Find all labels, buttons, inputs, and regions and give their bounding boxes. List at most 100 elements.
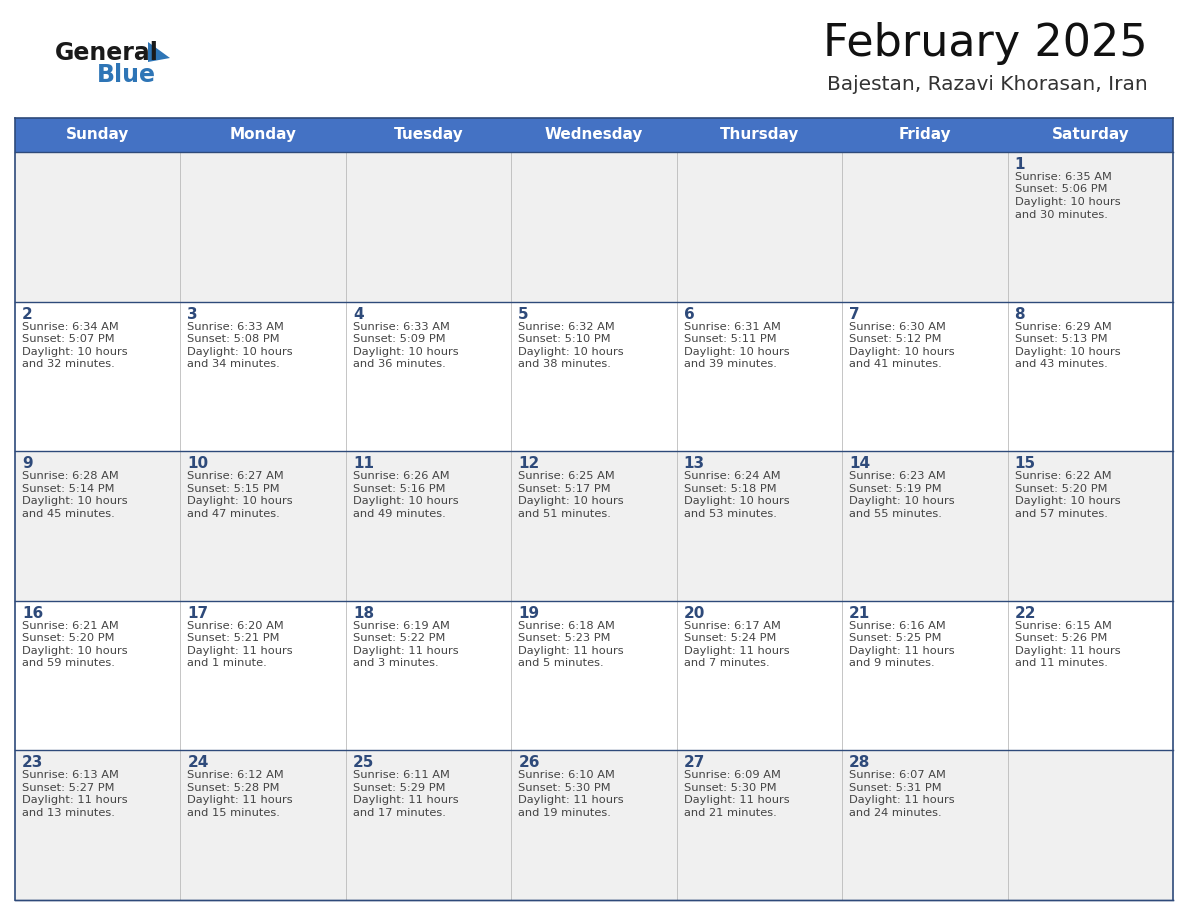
Text: Sunset: 5:27 PM: Sunset: 5:27 PM <box>23 783 114 793</box>
Text: 10: 10 <box>188 456 209 471</box>
Text: Sunrise: 6:10 AM: Sunrise: 6:10 AM <box>518 770 615 780</box>
Text: Daylight: 11 hours: Daylight: 11 hours <box>353 645 459 655</box>
Text: and 43 minutes.: and 43 minutes. <box>1015 359 1107 369</box>
Text: Daylight: 10 hours: Daylight: 10 hours <box>23 497 127 506</box>
Text: 4: 4 <box>353 307 364 321</box>
Text: and 39 minutes.: and 39 minutes. <box>684 359 777 369</box>
Text: Daylight: 11 hours: Daylight: 11 hours <box>684 645 789 655</box>
Text: Sunset: 5:22 PM: Sunset: 5:22 PM <box>353 633 446 644</box>
Text: Thursday: Thursday <box>720 128 800 142</box>
Text: and 9 minutes.: and 9 minutes. <box>849 658 935 668</box>
Text: Sunset: 5:14 PM: Sunset: 5:14 PM <box>23 484 114 494</box>
Text: and 41 minutes.: and 41 minutes. <box>849 359 942 369</box>
Text: 11: 11 <box>353 456 374 471</box>
Text: 17: 17 <box>188 606 209 621</box>
Text: Sunset: 5:25 PM: Sunset: 5:25 PM <box>849 633 942 644</box>
Text: Sunset: 5:26 PM: Sunset: 5:26 PM <box>1015 633 1107 644</box>
Text: Sunrise: 6:07 AM: Sunrise: 6:07 AM <box>849 770 946 780</box>
Text: Daylight: 10 hours: Daylight: 10 hours <box>518 497 624 506</box>
Bar <box>15 452 1173 600</box>
Text: Daylight: 10 hours: Daylight: 10 hours <box>353 497 459 506</box>
Text: Daylight: 10 hours: Daylight: 10 hours <box>518 347 624 356</box>
Text: Friday: Friday <box>898 128 952 142</box>
Text: 5: 5 <box>518 307 529 321</box>
Text: 15: 15 <box>1015 456 1036 471</box>
Text: Sunset: 5:16 PM: Sunset: 5:16 PM <box>353 484 446 494</box>
Text: and 36 minutes.: and 36 minutes. <box>353 359 446 369</box>
Text: 1: 1 <box>1015 157 1025 172</box>
Text: Daylight: 11 hours: Daylight: 11 hours <box>353 795 459 805</box>
Text: Sunset: 5:07 PM: Sunset: 5:07 PM <box>23 334 114 344</box>
Polygon shape <box>148 42 170 62</box>
Text: Sunrise: 6:24 AM: Sunrise: 6:24 AM <box>684 471 781 481</box>
Text: Sunrise: 6:11 AM: Sunrise: 6:11 AM <box>353 770 450 780</box>
Text: and 21 minutes.: and 21 minutes. <box>684 808 777 818</box>
Text: 19: 19 <box>518 606 539 621</box>
Text: General: General <box>55 41 159 65</box>
Text: and 5 minutes.: and 5 minutes. <box>518 658 604 668</box>
Text: Daylight: 10 hours: Daylight: 10 hours <box>684 497 789 506</box>
Text: Sunset: 5:30 PM: Sunset: 5:30 PM <box>518 783 611 793</box>
Text: Sunset: 5:12 PM: Sunset: 5:12 PM <box>849 334 942 344</box>
Text: Daylight: 10 hours: Daylight: 10 hours <box>1015 497 1120 506</box>
Text: Sunset: 5:29 PM: Sunset: 5:29 PM <box>353 783 446 793</box>
Text: Daylight: 11 hours: Daylight: 11 hours <box>518 795 624 805</box>
Text: and 45 minutes.: and 45 minutes. <box>23 509 115 519</box>
Text: Daylight: 11 hours: Daylight: 11 hours <box>849 795 955 805</box>
Text: Sunrise: 6:25 AM: Sunrise: 6:25 AM <box>518 471 615 481</box>
Text: and 11 minutes.: and 11 minutes. <box>1015 658 1107 668</box>
Text: Sunset: 5:28 PM: Sunset: 5:28 PM <box>188 783 280 793</box>
Text: Sunset: 5:18 PM: Sunset: 5:18 PM <box>684 484 776 494</box>
Text: Daylight: 11 hours: Daylight: 11 hours <box>684 795 789 805</box>
Bar <box>15 750 1173 900</box>
Text: 3: 3 <box>188 307 198 321</box>
Text: 12: 12 <box>518 456 539 471</box>
Text: Sunrise: 6:28 AM: Sunrise: 6:28 AM <box>23 471 119 481</box>
Text: and 15 minutes.: and 15 minutes. <box>188 808 280 818</box>
Text: and 47 minutes.: and 47 minutes. <box>188 509 280 519</box>
Text: Sunrise: 6:09 AM: Sunrise: 6:09 AM <box>684 770 781 780</box>
Text: Sunset: 5:11 PM: Sunset: 5:11 PM <box>684 334 776 344</box>
Text: Sunset: 5:17 PM: Sunset: 5:17 PM <box>518 484 611 494</box>
Text: and 34 minutes.: and 34 minutes. <box>188 359 280 369</box>
Text: Sunrise: 6:35 AM: Sunrise: 6:35 AM <box>1015 172 1112 182</box>
Text: Daylight: 10 hours: Daylight: 10 hours <box>849 497 955 506</box>
Text: 22: 22 <box>1015 606 1036 621</box>
Text: and 1 minute.: and 1 minute. <box>188 658 267 668</box>
Text: and 49 minutes.: and 49 minutes. <box>353 509 446 519</box>
Text: 14: 14 <box>849 456 871 471</box>
Text: Sunrise: 6:16 AM: Sunrise: 6:16 AM <box>849 621 946 631</box>
Text: and 30 minutes.: and 30 minutes. <box>1015 209 1107 219</box>
Text: Sunrise: 6:13 AM: Sunrise: 6:13 AM <box>23 770 119 780</box>
Text: Sunrise: 6:27 AM: Sunrise: 6:27 AM <box>188 471 284 481</box>
Text: Sunrise: 6:32 AM: Sunrise: 6:32 AM <box>518 321 615 331</box>
Text: 20: 20 <box>684 606 706 621</box>
Text: Sunrise: 6:18 AM: Sunrise: 6:18 AM <box>518 621 615 631</box>
Text: and 51 minutes.: and 51 minutes. <box>518 509 611 519</box>
Text: and 13 minutes.: and 13 minutes. <box>23 808 115 818</box>
Bar <box>15 118 1173 152</box>
Text: 13: 13 <box>684 456 704 471</box>
Text: Bajestan, Razavi Khorasan, Iran: Bajestan, Razavi Khorasan, Iran <box>827 75 1148 94</box>
Text: and 24 minutes.: and 24 minutes. <box>849 808 942 818</box>
Text: 18: 18 <box>353 606 374 621</box>
Text: Sunset: 5:13 PM: Sunset: 5:13 PM <box>1015 334 1107 344</box>
Text: Saturday: Saturday <box>1051 128 1129 142</box>
Text: Sunrise: 6:30 AM: Sunrise: 6:30 AM <box>849 321 946 331</box>
Text: Sunrise: 6:20 AM: Sunrise: 6:20 AM <box>188 621 284 631</box>
Text: Sunset: 5:19 PM: Sunset: 5:19 PM <box>849 484 942 494</box>
Text: Sunrise: 6:22 AM: Sunrise: 6:22 AM <box>1015 471 1111 481</box>
Bar <box>15 152 1173 302</box>
Text: Daylight: 11 hours: Daylight: 11 hours <box>1015 645 1120 655</box>
Text: and 55 minutes.: and 55 minutes. <box>849 509 942 519</box>
Text: 25: 25 <box>353 756 374 770</box>
Text: Sunrise: 6:34 AM: Sunrise: 6:34 AM <box>23 321 119 331</box>
Text: Blue: Blue <box>97 63 156 87</box>
Text: and 38 minutes.: and 38 minutes. <box>518 359 611 369</box>
Text: and 7 minutes.: and 7 minutes. <box>684 658 770 668</box>
Text: Sunrise: 6:26 AM: Sunrise: 6:26 AM <box>353 471 449 481</box>
Text: Daylight: 10 hours: Daylight: 10 hours <box>1015 197 1120 207</box>
Text: Daylight: 11 hours: Daylight: 11 hours <box>518 645 624 655</box>
Text: 27: 27 <box>684 756 706 770</box>
Text: Daylight: 10 hours: Daylight: 10 hours <box>684 347 789 356</box>
